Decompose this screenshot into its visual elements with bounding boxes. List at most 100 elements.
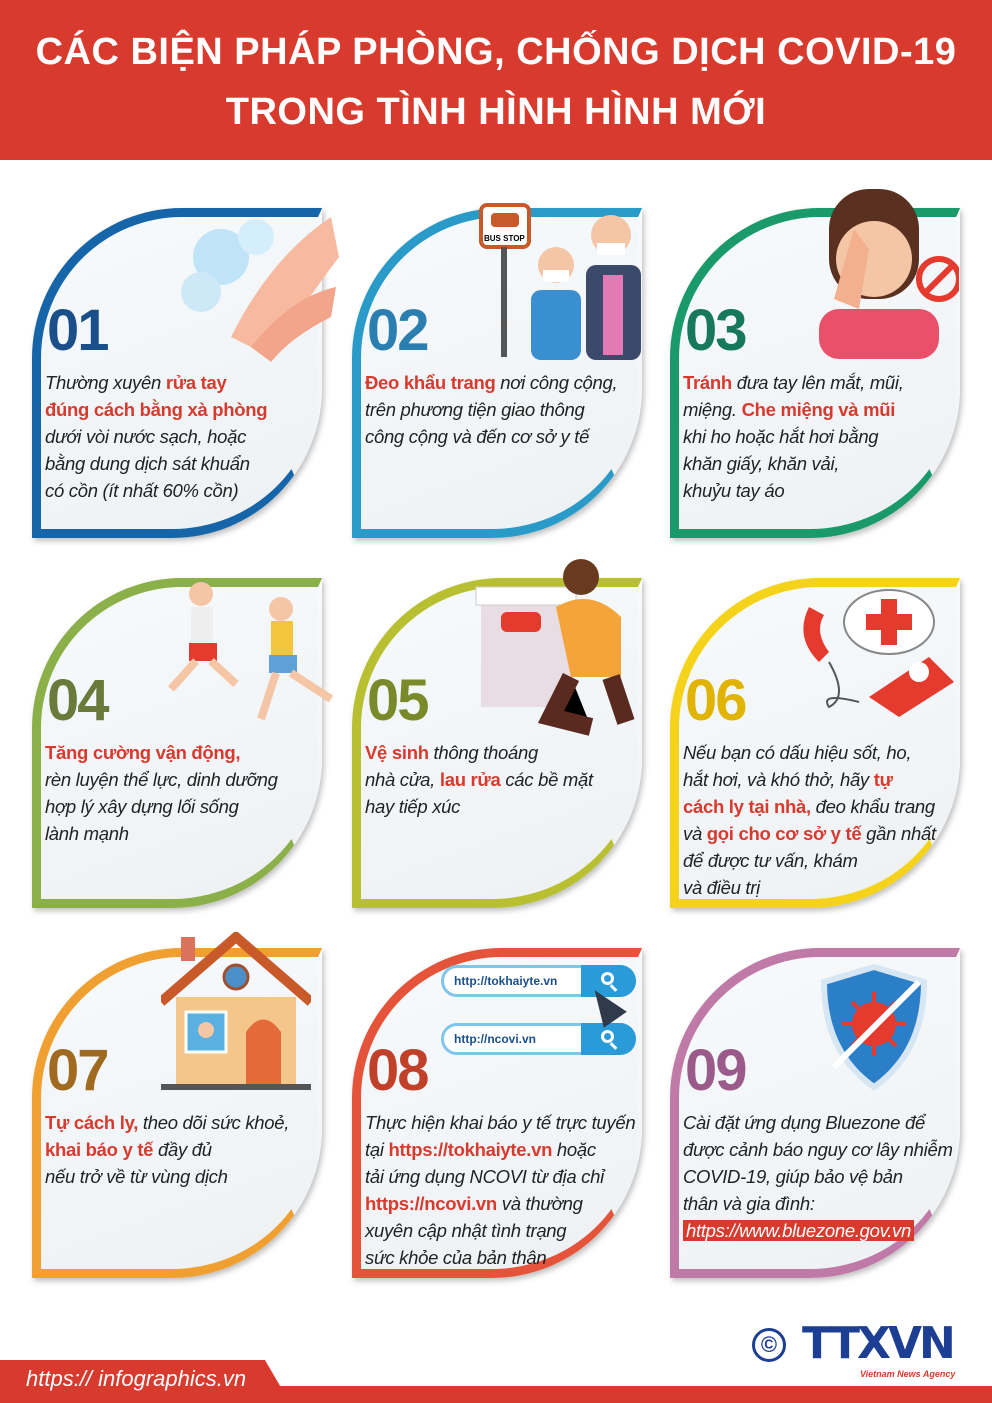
highlight-text: Tự cách ly,	[45, 1112, 139, 1133]
text-segment: hợp lý xây dựng lối sống	[45, 796, 239, 817]
highlight-text: Đeo khẩu trang	[365, 372, 496, 393]
text-segment: khăn giấy, khăn vải,	[683, 453, 840, 474]
text-line: đúng cách bằng xà phòng	[45, 396, 318, 423]
bus-stop-mask-people-icon: BUS STOP	[471, 195, 651, 370]
measure-card-03: 03 Tránh đưa tay lên mắt, mũi, miệng. Che …	[670, 189, 962, 538]
measure-card-09: 09 Cài đặt ứng dụng Bluezone để được cảnh …	[670, 948, 960, 1278]
text-line: nhà cửa, lau rửa các bề mặt	[365, 766, 638, 793]
text-line: COVID-19, giúp bảo vệ bản	[683, 1163, 956, 1190]
text-line: hắt hơi, và khó thở, hãy tự	[683, 766, 956, 793]
text-segment: đưa tay lên mắt, mũi,	[731, 372, 904, 393]
text-segment: đầy đủ	[153, 1139, 212, 1160]
highlight-text: Vệ sinh	[365, 742, 429, 763]
text-line: Thường xuyên rửa tay	[45, 369, 318, 396]
measure-text: Thường xuyên rửa tay đúng cách bằng xà ph…	[45, 369, 318, 504]
text-segment: được cảnh báo nguy cơ lây nhiễm	[683, 1139, 953, 1160]
measure-number: 09	[685, 1038, 747, 1103]
logo-subtitle: Vietnam News Agency	[860, 1369, 956, 1379]
text-segment: hoặc	[552, 1139, 596, 1160]
measure-number: 01	[47, 298, 109, 363]
text-line: trên phương tiện giao thông	[365, 396, 638, 423]
measure-card-01: 01 Thường xuyên rửa tay đúng cách bằng xà …	[32, 208, 339, 538]
text-segment: gần nhất	[861, 823, 936, 844]
text-segment: Thường xuyên	[45, 372, 166, 393]
text-segment: và thường	[496, 1193, 583, 1214]
text-segment: để được tư vấn, khám	[683, 850, 858, 871]
highlight-text: Tránh	[683, 372, 732, 393]
text-line: Tăng cường vận động,	[45, 739, 318, 766]
text-line: Vệ sinh thông thoáng	[365, 739, 638, 766]
text-line: Tự cách ly, theo dõi sức khoẻ,	[45, 1109, 318, 1136]
footer-url[interactable]: https:// infographics.vn	[26, 1366, 247, 1391]
highlight-text: Che miệng và mũi	[741, 399, 896, 420]
highlight-text: lau rửa	[439, 769, 501, 790]
highlight-text: tự	[873, 769, 893, 790]
text-segment: nhà cửa,	[365, 769, 440, 790]
text-line: khai báo y tế đầy đủ	[45, 1136, 318, 1163]
text-segment: hắt hơi, và khó thở, hãy	[683, 769, 874, 790]
highlight-text: https://tokhaiyte.vn	[388, 1139, 553, 1160]
search-url: http://ncovi.vn	[454, 1032, 536, 1046]
text-line: để được tư vấn, khám	[683, 847, 956, 874]
highlight-text: gọi cho cơ sở y tế	[706, 823, 862, 844]
text-line: xuyên cập nhật tình trạng	[365, 1217, 638, 1244]
cleaning-surface-icon	[461, 557, 641, 742]
measure-text: Thực hiện khai báo y tế trực tuyến tại ht…	[365, 1109, 638, 1271]
phone-medical-cross-icon	[789, 587, 959, 742]
measure-number: 08	[367, 1038, 429, 1103]
text-line: sức khỏe của bản thân	[365, 1244, 638, 1271]
text-segment: khi ho hoặc hắt hơi bằng	[683, 426, 879, 447]
text-line: dưới vòi nước sạch, hoặc	[45, 423, 318, 450]
text-segment: Thực hiện khai báo y tế trực tuyến	[365, 1112, 636, 1133]
highlight-text: Tăng cường vận động,	[45, 742, 241, 763]
text-line: khi ho hoặc hắt hơi bằng	[683, 423, 956, 450]
text-line: nếu trở về từ vùng dịch	[45, 1163, 318, 1190]
highlight-text: đúng cách bằng xà phòng	[45, 399, 268, 420]
text-line: lành mạnh	[45, 820, 318, 847]
text-segment: nơi công cộng,	[495, 372, 618, 393]
text-line: hợp lý xây dựng lối sống	[45, 793, 318, 820]
text-segment: dưới vòi nước sạch, hoặc	[45, 426, 247, 447]
search-bar: http://ncovi.vn	[441, 1023, 636, 1055]
text-line: công cộng và đến cơ sở y tế	[365, 423, 638, 450]
measure-number: 06	[685, 668, 747, 733]
text-segment: Nếu bạn có dấu hiệu sốt, ho,	[683, 742, 912, 763]
text-segment: thông thoáng	[428, 742, 539, 763]
measure-text: Nếu bạn có dấu hiệu sốt, ho, hắt hơi, và …	[683, 739, 956, 901]
house-quarantine-icon	[157, 930, 315, 1097]
text-segment: có cồn (ít nhất 60% cồn)	[45, 480, 239, 501]
text-segment: xuyên cập nhật tình trạng	[365, 1220, 567, 1241]
text-line: và điều trị	[683, 874, 956, 901]
measure-number: 02	[367, 298, 429, 363]
text-segment: theo dõi sức khoẻ,	[138, 1112, 290, 1133]
copyright-icon: ©	[752, 1328, 786, 1362]
measure-text: Đeo khẩu trang nơi công cộng, trên phương…	[365, 369, 638, 450]
text-segment: miệng.	[683, 399, 742, 420]
bluezone-link[interactable]: https://www.bluezone.gov.vn	[683, 1220, 914, 1241]
text-line: khăn giấy, khăn vải,	[683, 450, 956, 477]
measure-number: 07	[47, 1038, 109, 1103]
logo-text: TTXVN	[802, 1318, 956, 1369]
handwashing-icon	[161, 197, 341, 372]
text-segment: công cộng và đến cơ sở y tế	[365, 426, 590, 447]
text-line: Thực hiện khai báo y tế trực tuyến	[365, 1109, 638, 1136]
highlight-text: khai báo y tế	[45, 1139, 154, 1160]
page-title: CÁC BIỆN PHÁP PHÒNG, CHỐNG DỊCH COVID-19…	[0, 0, 992, 160]
text-segment: Cài đặt ứng dụng Bluezone để	[683, 1112, 925, 1133]
text-line: tại https://tokhaiyte.vn hoặc	[365, 1136, 638, 1163]
text-line: Cài đặt ứng dụng Bluezone để	[683, 1109, 956, 1136]
text-segment: hay tiếp xúc	[365, 796, 461, 817]
title-line-2: TRONG TÌNH HÌNH HÌNH MỚI	[225, 91, 767, 133]
measure-card-06: 06 Nếu bạn có dấu hiệu sốt, ho, hắt hơi, v…	[670, 578, 960, 908]
text-line: rèn luyện thể lực, dinh dưỡng	[45, 766, 318, 793]
measure-card-08: http://tokhaiyte.vn http://ncovi.vn 08 Thực…	[352, 948, 642, 1278]
text-segment: khuỷu tay áo	[683, 480, 785, 501]
highlight-text: cách ly tại nhà,	[683, 796, 811, 817]
measure-card-05: 05 Vệ sinh thông thoáng nhà cửa, lau rửa c…	[352, 559, 642, 908]
text-segment: đeo khẩu trang	[810, 796, 936, 817]
search-icon	[581, 1023, 636, 1055]
measure-card-07: 07 Tự cách ly, theo dõi sức khoẻ, khai báo…	[32, 930, 322, 1278]
footer-tab	[0, 1360, 290, 1403]
bus-stop-label: BUS STOP	[484, 234, 525, 243]
text-line: hay tiếp xúc	[365, 793, 638, 820]
